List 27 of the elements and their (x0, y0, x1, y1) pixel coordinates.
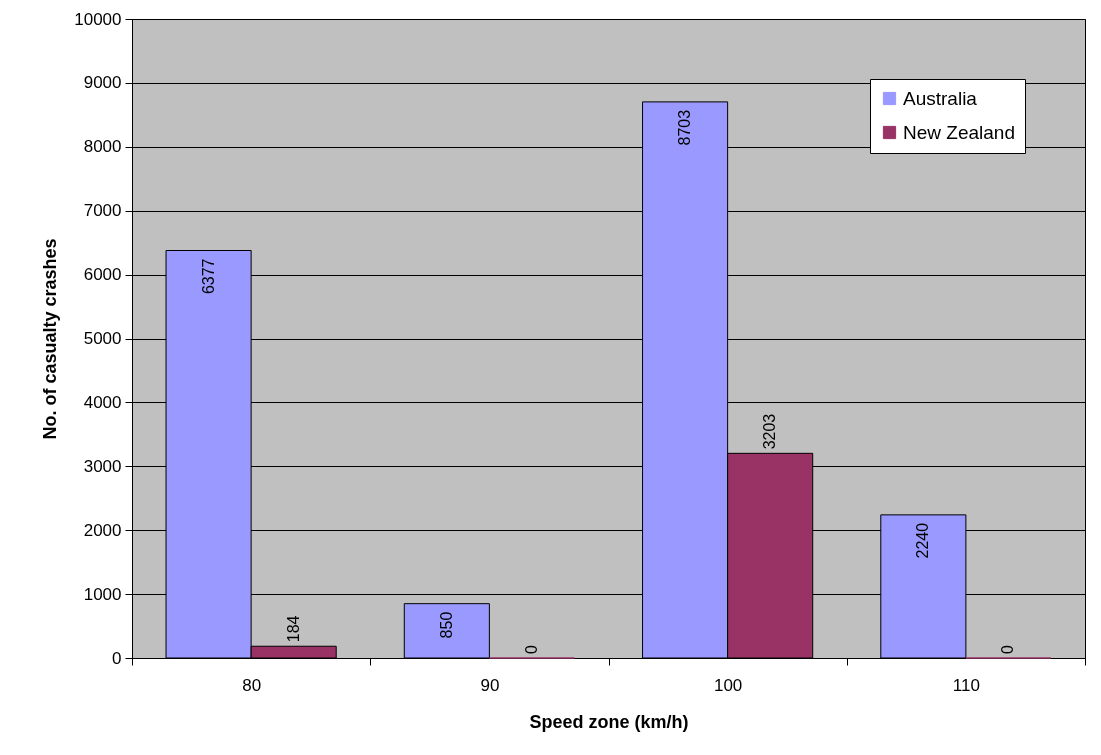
data-label: 0 (522, 645, 540, 654)
data-label: 3203 (761, 413, 779, 450)
data-label: 0 (999, 645, 1017, 654)
data-label: 8703 (676, 109, 694, 146)
data-label: 2240 (914, 522, 932, 559)
y-tick-label: 0 (112, 648, 122, 668)
x-tick-label: 110 (952, 675, 980, 695)
x-tick-label: 100 (713, 675, 743, 695)
y-tick-label: 9000 (83, 73, 122, 93)
y-tick-label: 6000 (83, 265, 122, 285)
x-tick-label: 90 (480, 675, 500, 695)
y-tick-label: 5000 (83, 329, 122, 348)
y-tick-label: 2000 (83, 520, 122, 540)
y-tick-label: 4000 (83, 392, 122, 412)
x-tick-label: 80 (242, 675, 262, 695)
y-tick-label: 3000 (83, 456, 122, 476)
data-label: 184 (284, 615, 302, 643)
y-tick-label: 10000 (74, 9, 122, 29)
legend-label: New Zealand (903, 121, 1015, 143)
y-tick-label: 8000 (83, 137, 122, 157)
y-axis-title: No. of casualty crashes (40, 238, 61, 440)
x-axis-title: Speed zone (km/h) (529, 711, 689, 732)
data-label: 850 (437, 611, 455, 639)
y-tick-label: 1000 (83, 584, 122, 604)
legend-label: Australia (903, 87, 978, 109)
data-label: 6377 (199, 258, 217, 295)
y-tick-label: 7000 (83, 201, 122, 221)
